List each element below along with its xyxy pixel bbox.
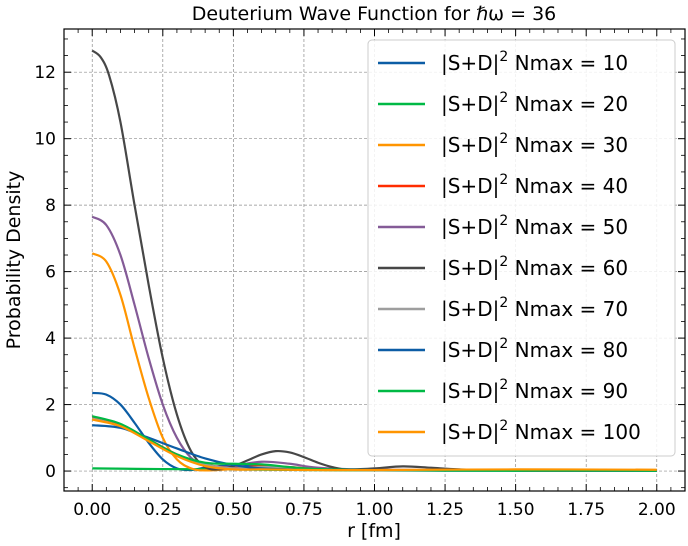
legend-label-superscript: 2 [499,90,508,106]
series-line-6 [91,49,657,472]
legend-label-superscript: 2 [499,377,508,393]
legend-label-series: Nmax = 100 [508,420,641,444]
legend-label-series: Nmax = 50 [508,215,628,239]
legend-label-prefix: |S+D| [441,215,499,239]
x-tick-label: 1.50 [497,500,535,520]
y-tick-label: 8 [45,196,56,216]
legend-label-superscript: 2 [499,172,508,188]
legend-label-series: Nmax = 60 [508,256,628,280]
legend-label-prefix: |S+D| [441,379,499,403]
legend-label-prefix: |S+D| [441,174,499,198]
y-tick-label: 10 [34,130,56,150]
legend-label-superscript: 2 [499,213,508,229]
x-tick-label: 0.50 [214,500,252,520]
legend-label: |S+D|2 Nmax = 90 [441,377,628,403]
legend-label: |S+D|2 Nmax = 30 [441,131,628,157]
legend-label-superscript: 2 [499,131,508,147]
legend-label: |S+D|2 Nmax = 60 [441,254,628,280]
legend-box [367,39,676,457]
x-tick-label: 0.25 [144,500,182,520]
legend-label-series: Nmax = 40 [508,174,628,198]
x-tick-label: 2.00 [638,500,676,520]
y-tick-label: 4 [45,329,56,349]
legend-label-prefix: |S+D| [441,256,499,280]
y-axis-label: Probability Density [3,171,25,350]
legend-label-prefix: |S+D| [441,133,499,157]
legend-label-series: Nmax = 80 [508,338,628,362]
legend-label: |S+D|2 Nmax = 20 [441,90,628,116]
legend-label-series: Nmax = 10 [508,51,628,75]
legend-label-superscript: 2 [499,295,508,311]
legend-label-series: Nmax = 30 [508,133,628,157]
legend-label-prefix: |S+D| [441,297,499,321]
y-tick-label: 12 [34,63,56,83]
legend-label-series: Nmax = 70 [508,297,628,321]
x-axis-label: r [fm] [347,520,401,542]
axis-ticks: 0.00 0.25 0.50 0.75 1.00 1.25 1.50 1.75 2.00 0 2 4 6… [34,29,685,520]
legend-label-superscript: 2 [499,336,508,352]
x-tick-label: 0.00 [73,500,111,520]
y-tick-label: 0 [45,462,56,482]
legend-label: |S+D|2 Nmax = 40 [441,172,628,198]
x-tick-label: 1.75 [567,500,605,520]
legend-label: |S+D|2 Nmax = 50 [441,213,628,239]
legend-label-prefix: |S+D| [441,92,499,116]
legend-label-series: Nmax = 90 [508,379,628,403]
legend-label-series: Nmax = 20 [508,92,628,116]
legend-label-superscript: 2 [499,418,508,434]
legend-label-superscript: 2 [499,49,508,65]
legend-label: |S+D|2 Nmax = 70 [441,295,628,321]
legend-label: |S+D|2 Nmax = 100 [441,418,641,444]
x-tick-label: 1.25 [426,500,464,520]
series-line-10 [91,418,657,472]
x-tick-label: 0.75 [285,500,323,520]
y-tick-label: 2 [45,396,56,416]
x-tick-label: 1.00 [356,500,394,520]
legend: |S+D|2 Nmax = 10|S+D|2 Nmax = 20|S+D|2 N… [367,39,676,457]
legend-label-superscript: 2 [499,254,508,270]
y-tick-label: 6 [45,263,56,283]
legend-label-prefix: |S+D| [441,420,499,444]
series-lines [91,49,657,472]
legend-label: |S+D|2 Nmax = 80 [441,336,628,362]
chart-title: Deuterium Wave Function for ℏω = 36 [192,3,557,25]
legend-label: |S+D|2 Nmax = 10 [441,49,628,75]
legend-label-prefix: |S+D| [441,338,499,362]
legend-label-prefix: |S+D| [441,51,499,75]
